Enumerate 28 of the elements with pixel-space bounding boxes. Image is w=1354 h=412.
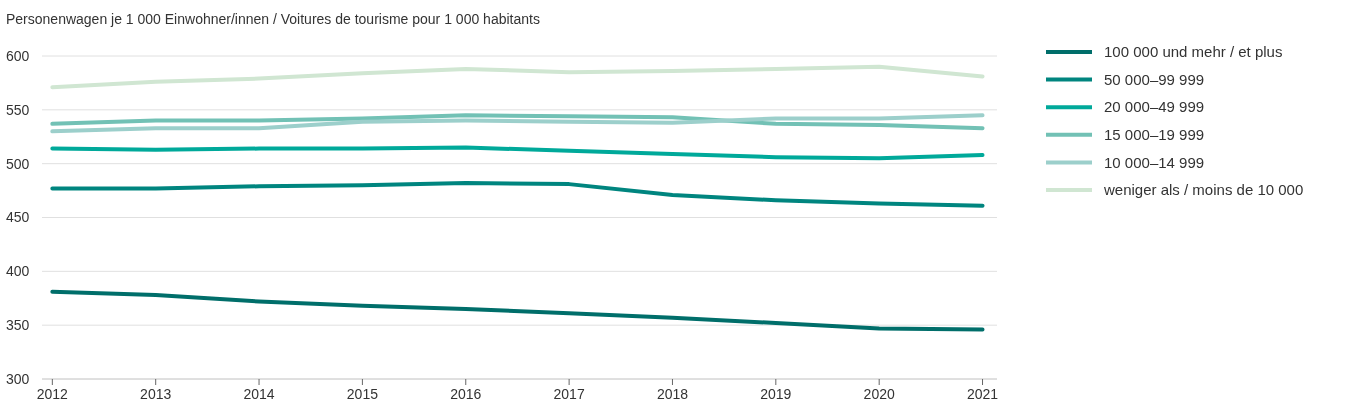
- legend-label: 15 000–19 999: [1104, 126, 1205, 144]
- legend-label: 20 000–49 999: [1104, 98, 1205, 116]
- line-series: [50, 145, 985, 161]
- y-tick-label: 350: [6, 317, 30, 334]
- y-tick-label: 600: [6, 47, 30, 64]
- y-tick-label: 450: [6, 209, 30, 226]
- legend-label: 50 000–99 999: [1104, 70, 1205, 88]
- x-tick-label: 2021: [966, 386, 999, 402]
- x-tick-label: 2015: [346, 386, 379, 402]
- y-tick-label: 400: [6, 263, 30, 280]
- x-tick-label: 2017: [553, 386, 585, 402]
- x-tick-label: 2012: [36, 386, 69, 402]
- line-series: [50, 181, 985, 208]
- legend-label: 100 000 und mehr / et plus: [1104, 43, 1283, 61]
- y-tick-label: 550: [6, 101, 30, 118]
- y-tick-label: 500: [6, 155, 30, 172]
- x-tick-label: 2018: [656, 386, 689, 402]
- legend-label: 10 000–14 999: [1104, 153, 1205, 171]
- legend-label: weniger als / moins de 10 000: [1103, 181, 1304, 199]
- x-tick-label: 2016: [450, 386, 482, 402]
- x-tick-label: 2020: [863, 386, 895, 402]
- line-series: [50, 64, 985, 90]
- line-series: [50, 289, 985, 332]
- x-tick-label: 2013: [140, 386, 172, 402]
- chart-title: Personenwagen je 1 000 Einwohner/innen / Voitures de tourisme pour 1 000 habitants: [6, 11, 540, 27]
- y-tick-label: 300: [6, 370, 30, 387]
- x-tick-label: 2019: [760, 386, 792, 402]
- x-tick-label: 2014: [243, 386, 275, 402]
